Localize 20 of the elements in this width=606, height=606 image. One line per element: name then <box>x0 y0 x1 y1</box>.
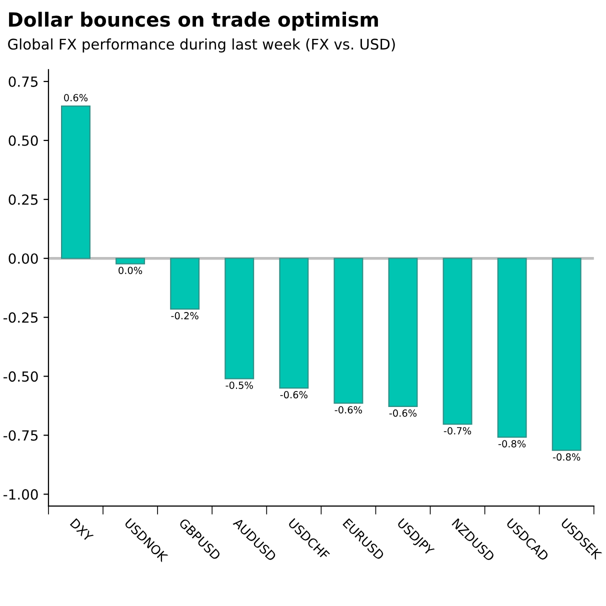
data-label: -0.6% <box>280 391 308 398</box>
y-tick-label: 0.25 <box>8 194 38 205</box>
data-label: -0.8% <box>498 440 526 448</box>
y-tick-label: 0.50 <box>8 135 38 146</box>
y-tick-label: -0.50 <box>4 371 38 382</box>
y-tick-label: 0.75 <box>8 76 38 87</box>
data-label: -0.8% <box>552 453 580 461</box>
chart-title: Dollar bounces on trade optimism <box>9 12 378 31</box>
data-label: -0.7% <box>444 427 472 434</box>
data-label: 0.6% <box>64 94 88 102</box>
data-label: -0.2% <box>171 312 198 320</box>
data-label: 0.0% <box>118 266 142 274</box>
y-tick-label: -0.75 <box>4 430 38 441</box>
y-tick-label: -1.00 <box>4 489 38 500</box>
data-label: -0.5% <box>226 382 253 389</box>
data-label: -0.6% <box>334 406 362 414</box>
chart-subtitle: Global FX performance during last week (FX vs. USD) <box>8 38 395 53</box>
y-tick-label: -0.25 <box>4 312 38 323</box>
y-tick-label: 0.00 <box>8 253 38 264</box>
data-label: -0.6% <box>389 409 417 417</box>
